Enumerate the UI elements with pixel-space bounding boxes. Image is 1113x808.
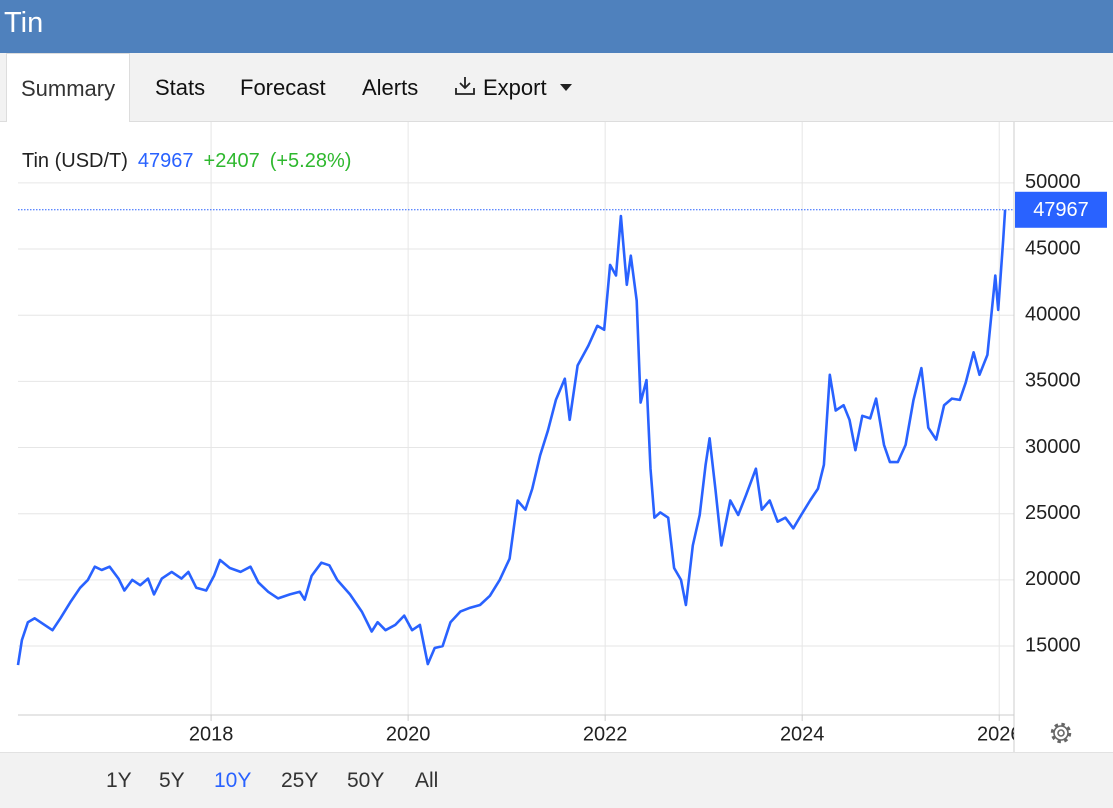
x-tick-label: 2020	[386, 723, 431, 745]
settings-icon[interactable]	[1050, 722, 1072, 744]
range-button[interactable]: 50Y	[347, 769, 385, 792]
price-change-percent: (+5.28%)	[269, 150, 352, 172]
caret	[559, 84, 572, 91]
y-tick-label: 40000	[1025, 303, 1081, 325]
tab-label: Alerts	[362, 75, 419, 100]
tab-label: Forecast	[240, 75, 326, 100]
range-button[interactable]: 10Y	[214, 769, 252, 792]
x-tick-label: 2018	[189, 723, 234, 745]
price-change: +2407	[203, 150, 260, 172]
tab-label: Summary	[21, 76, 116, 101]
y-tick-label: 35000	[1025, 370, 1081, 392]
tab-label: Export	[483, 75, 547, 100]
page-title: Tin	[4, 7, 44, 39]
chart-legend: Tin (USD/T) 47967 +2407 (+5.28%)	[22, 150, 361, 173]
plot: 47967	[16, 191, 1107, 666]
tab[interactable]: Summary	[6, 53, 131, 122]
tab-bar: Summary Stats Forecast Alerts Export	[0, 53, 1113, 122]
range-button[interactable]: All	[415, 769, 439, 792]
tab-label: Stats	[155, 75, 206, 100]
header: Tin	[0, 0, 1113, 53]
tab[interactable]: Stats	[155, 53, 205, 122]
last-price-label: 47967	[1033, 199, 1089, 221]
range-bar: 1Y 5Y 10Y 25Y 50Y All	[0, 752, 1113, 808]
instrument-label: Tin (USD/T)	[22, 150, 128, 172]
y-tick-label: 20000	[1025, 568, 1081, 590]
tab[interactable]: Forecast	[240, 53, 326, 122]
tab[interactable]: Alerts	[362, 53, 418, 122]
chart: 47967 2018 2020 2022 2024 2026 15000 20000 250…	[16, 122, 1107, 752]
price-line	[16, 209, 1007, 666]
x-axis: 2018 2020 2022 2024 2026	[189, 723, 1022, 745]
y-tick-label: 30000	[1025, 436, 1081, 458]
range-button[interactable]: 25Y	[281, 769, 319, 792]
range-button[interactable]: 1Y	[106, 769, 132, 792]
download-icon	[455, 77, 475, 95]
range-button[interactable]: 5Y	[159, 769, 185, 792]
y-tick-label: 15000	[1025, 634, 1081, 656]
y-axis: 15000 20000 25000 30000 35000 40000 45000 50000	[1025, 171, 1081, 656]
grid	[18, 122, 1015, 752]
y-tick-label: 45000	[1025, 237, 1081, 259]
last-price-box	[1015, 191, 1107, 228]
tab[interactable]: Export	[453, 53, 573, 122]
last-price: 47967	[137, 150, 194, 172]
x-tick-label: 2026	[977, 723, 1022, 745]
y-tick-label: 25000	[1025, 502, 1081, 524]
y-tick-label: 50000	[1025, 171, 1081, 193]
x-tick-label: 2022	[583, 723, 628, 745]
x-tick-label: 2024	[780, 723, 825, 745]
